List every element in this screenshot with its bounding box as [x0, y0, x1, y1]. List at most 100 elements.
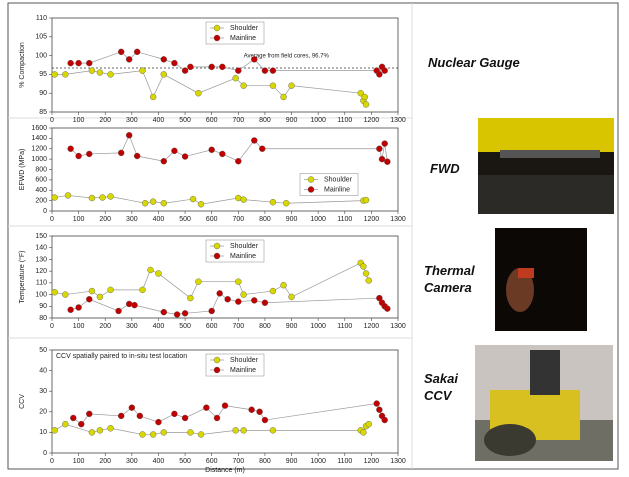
- data-point: [216, 290, 223, 297]
- data-point: [107, 425, 114, 432]
- data-point: [362, 270, 370, 277]
- x-tick-label: 900: [286, 216, 298, 223]
- x-tick-label: 400: [153, 323, 165, 330]
- data-point: [280, 93, 287, 101]
- data-point: [251, 137, 258, 144]
- data-point: [139, 67, 146, 74]
- x-tick-label: 300: [126, 458, 138, 465]
- thermal-photo: [495, 228, 587, 331]
- data-point: [107, 286, 114, 294]
- data-point: [86, 296, 93, 303]
- data-point: [51, 194, 58, 201]
- x-tick-label: 1200: [364, 323, 380, 330]
- legend-label: Shoulder: [230, 25, 259, 32]
- x-tick-label: 1300: [390, 216, 406, 223]
- x-tick-label: 0: [50, 458, 54, 465]
- legend-label: Mainline: [230, 35, 256, 42]
- data-point: [149, 93, 157, 101]
- y-axis-label: CCV: [19, 394, 26, 409]
- data-point: [251, 297, 258, 304]
- y-tick-label: 100: [35, 52, 47, 59]
- data-point: [361, 93, 368, 101]
- x-tick-label: 800: [259, 216, 271, 223]
- x-axis-label: Distance (m): [205, 467, 245, 474]
- x-tick-label: 900: [286, 117, 298, 124]
- legend-box: [299, 173, 359, 196]
- legend-label: Shoulder: [324, 176, 353, 183]
- side-label: Sakai CCV: [424, 371, 458, 403]
- series-line: [54, 70, 367, 105]
- legend-label: Shoulder: [230, 357, 259, 364]
- side-label: FWD: [430, 161, 460, 176]
- legend-marker: [213, 34, 221, 42]
- series-line: [54, 262, 370, 299]
- data-point: [96, 69, 104, 76]
- data-point: [136, 412, 144, 420]
- data-point: [240, 196, 247, 203]
- data-point: [128, 404, 136, 411]
- x-tick-label: 1000: [310, 458, 326, 465]
- legend-marker: [213, 242, 221, 250]
- data-point: [269, 82, 277, 89]
- data-point: [149, 431, 157, 438]
- data-point: [147, 266, 154, 274]
- y-tick-label: 400: [35, 187, 47, 194]
- y-tick-label: 110: [36, 15, 47, 22]
- y-tick-label: 105: [35, 34, 47, 41]
- data-point: [160, 308, 167, 316]
- x-tick-label: 1200: [364, 117, 380, 124]
- data-point: [141, 200, 149, 207]
- x-tick-label: 1000: [310, 323, 326, 330]
- x-tick-label: 1100: [337, 458, 352, 465]
- y-tick-label: 120: [35, 268, 47, 275]
- x-tick-label: 100: [73, 117, 85, 124]
- x-tick-label: 800: [259, 117, 271, 124]
- y-tick-label: 90: [39, 303, 47, 310]
- data-point: [115, 307, 122, 315]
- data-point: [67, 59, 74, 67]
- data-point: [160, 71, 167, 78]
- legend-label: Mainline: [324, 186, 350, 193]
- data-point: [64, 192, 72, 199]
- data-point: [384, 305, 391, 312]
- y-axis-label: % Compaction: [19, 42, 26, 88]
- data-point: [219, 63, 226, 71]
- y-tick-label: 0: [43, 450, 47, 457]
- x-tick-label: 1100: [337, 323, 352, 330]
- data-point: [362, 101, 370, 108]
- x-tick-label: 500: [179, 216, 191, 223]
- x-tick-label: 1300: [390, 323, 406, 330]
- y-tick-label: 150: [35, 233, 47, 240]
- data-point: [213, 414, 221, 422]
- data-point: [133, 152, 141, 160]
- data-point: [133, 48, 141, 56]
- y-tick-label: 1000: [31, 156, 47, 163]
- data-point: [365, 420, 372, 428]
- data-point: [357, 89, 364, 97]
- data-point: [261, 416, 269, 424]
- x-tick-label: 400: [153, 216, 165, 223]
- data-point: [99, 194, 106, 201]
- data-point: [235, 67, 242, 74]
- data-point: [203, 404, 210, 411]
- x-tick-label: 900: [286, 458, 298, 465]
- x-tick-label: 600: [206, 216, 218, 223]
- y-tick-label: 80: [39, 315, 47, 322]
- x-tick-label: 500: [179, 117, 191, 124]
- x-tick-label: 1100: [337, 117, 352, 124]
- x-tick-label: 600: [206, 458, 218, 465]
- legend-label: Mainline: [230, 253, 256, 260]
- data-point: [171, 147, 178, 155]
- data-point: [75, 59, 82, 67]
- data-point: [269, 67, 277, 74]
- data-point: [155, 418, 162, 426]
- data-point: [283, 200, 290, 207]
- y-tick-label: 40: [39, 367, 47, 374]
- data-point: [288, 293, 295, 301]
- data-point: [107, 71, 114, 78]
- data-point: [181, 310, 189, 317]
- data-point: [160, 429, 167, 436]
- y-tick-label: 110: [36, 280, 47, 287]
